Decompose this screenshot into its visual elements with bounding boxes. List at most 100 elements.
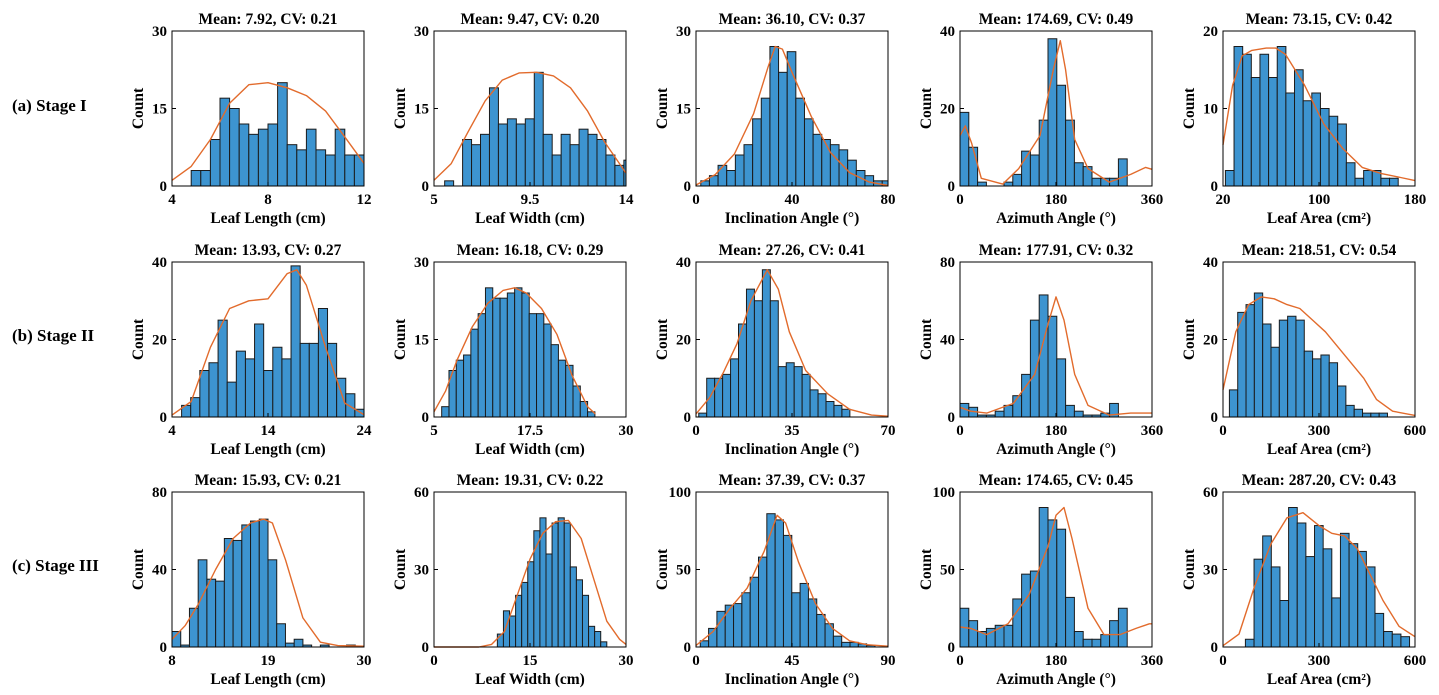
- chart-title: Mean: 15.93, CV: 0.21: [195, 472, 342, 489]
- histogram-bar: [730, 358, 740, 418]
- y-tick-label: 60: [414, 485, 429, 501]
- histogram-bar: [462, 139, 473, 187]
- histogram-panel: 0 20 40 4 14 24 Mean: 13.93, CV: 0.27 Leaf Leng…: [130, 242, 372, 458]
- histogram-bar: [1242, 53, 1252, 187]
- histogram-bar: [1073, 162, 1084, 187]
- density-curve: [434, 519, 627, 648]
- histogram-bar: [841, 408, 851, 418]
- x-axis-label: Leaf Area (cm²): [1267, 210, 1371, 227]
- x-tick-label: 14: [619, 192, 635, 208]
- density-curve: [695, 514, 889, 647]
- histogram-bar: [1117, 158, 1128, 187]
- x-axis-label: Leaf Width (cm): [475, 671, 585, 688]
- histogram-bar: [560, 133, 571, 187]
- row-label-stage-1: (a) Stage I: [12, 96, 87, 115]
- histogram-bar: [1378, 412, 1388, 418]
- histogram-bar: [250, 520, 260, 648]
- histogram-bar: [717, 164, 728, 187]
- histogram-bar: [1029, 319, 1040, 418]
- histogram-bar: [959, 111, 970, 187]
- histogram-bar: [563, 522, 571, 648]
- x-tick-label: 600: [1404, 423, 1427, 439]
- histogram-bar: [977, 181, 987, 187]
- x-tick-label: 14: [261, 423, 277, 439]
- histogram-bar: [488, 87, 499, 187]
- histogram-bar: [600, 641, 608, 648]
- density-curve: [1222, 47, 1416, 182]
- x-axis-label: Leaf Width (cm): [475, 441, 585, 458]
- y-tick-label: 0: [422, 640, 430, 656]
- y-tick-label: 80: [940, 255, 955, 271]
- histogram-bar: [299, 342, 310, 418]
- x-tick-label: 0: [692, 653, 700, 669]
- histogram-bar: [1312, 358, 1322, 418]
- histogram-bar: [1117, 607, 1128, 648]
- histogram-bar: [752, 118, 762, 187]
- histogram-bar: [533, 71, 544, 187]
- histogram-bar: [743, 144, 754, 187]
- histogram-bar: [345, 393, 356, 418]
- histogram-bar: [817, 393, 827, 418]
- histogram-bar: [1278, 319, 1289, 418]
- histogram-bar: [714, 377, 724, 418]
- histogram-bar: [1363, 170, 1373, 187]
- histogram-bar: [1262, 323, 1272, 418]
- histogram-bar: [1279, 600, 1290, 648]
- histogram-bar: [1314, 525, 1324, 648]
- y-tick-label: 30: [414, 24, 429, 40]
- histogram-bar: [795, 97, 805, 187]
- density-curve: [433, 287, 596, 415]
- histogram-bar: [1391, 633, 1402, 648]
- histogram-bar: [1250, 77, 1261, 187]
- y-tick-label: 40: [676, 255, 691, 271]
- histogram-bar: [315, 149, 327, 187]
- y-tick-label: 100: [669, 485, 692, 501]
- histogram-bar: [1331, 597, 1341, 648]
- histogram-bar: [545, 553, 553, 648]
- histogram-bar: [238, 123, 250, 187]
- histogram-bar: [782, 534, 793, 648]
- histogram-bar: [1287, 315, 1297, 418]
- x-tick-label: 12: [357, 192, 372, 208]
- x-tick-label: 17.5: [517, 423, 543, 439]
- x-axis-label: Azimuth Angle (°): [996, 210, 1116, 227]
- histogram-bar: [1056, 84, 1067, 187]
- y-tick-label: 20: [676, 333, 691, 349]
- y-tick-label: 40: [152, 255, 167, 271]
- x-tick-label: 360: [1141, 423, 1164, 439]
- histogram-bar: [1056, 528, 1067, 648]
- histogram-bar: [1237, 311, 1247, 418]
- histogram-bar: [832, 635, 843, 648]
- histogram-bar: [738, 323, 747, 418]
- histogram-bar: [1003, 404, 1014, 418]
- chart-title: Mean: 27.26, CV: 0.41: [719, 242, 866, 259]
- histogram-bar: [444, 180, 455, 187]
- histogram-bar: [1021, 573, 1031, 648]
- histogram-bar: [1295, 319, 1305, 418]
- histogram-bar: [726, 170, 736, 187]
- x-tick-label: 8: [264, 192, 272, 208]
- histogram-bar: [1345, 404, 1355, 418]
- histogram-bar: [812, 133, 823, 187]
- chart-title: Mean: 7.92, CV: 0.21: [199, 11, 338, 28]
- histogram-bar: [286, 144, 298, 187]
- histogram-bar: [596, 139, 607, 187]
- histogram-bar: [296, 149, 307, 187]
- y-tick-label: 0: [948, 640, 956, 656]
- x-tick-label: 20: [1216, 192, 1231, 208]
- histogram-bar: [190, 170, 202, 187]
- x-axis-label: Inclination Angle (°): [725, 671, 860, 688]
- histogram-bar: [825, 401, 835, 418]
- histogram-panel: 0 15 30 4 8 12 Mean: 7.92, CV: 0.21 Leaf Length…: [130, 11, 372, 227]
- histogram-bar: [1224, 170, 1235, 187]
- histogram-panel: 0 20 40 0 300 600 Mean: 218.51, CV: 0.54 Leaf A…: [1181, 242, 1426, 458]
- histogram-bar: [758, 556, 768, 648]
- y-tick-label: 30: [676, 24, 691, 40]
- y-tick-label: 0: [684, 179, 692, 195]
- histogram-bar: [1065, 404, 1075, 418]
- histogram-bar: [551, 522, 559, 648]
- histogram-bar: [1270, 346, 1280, 418]
- histogram-bar: [281, 358, 292, 418]
- histogram-bar: [206, 578, 217, 648]
- histogram-bar: [277, 82, 288, 187]
